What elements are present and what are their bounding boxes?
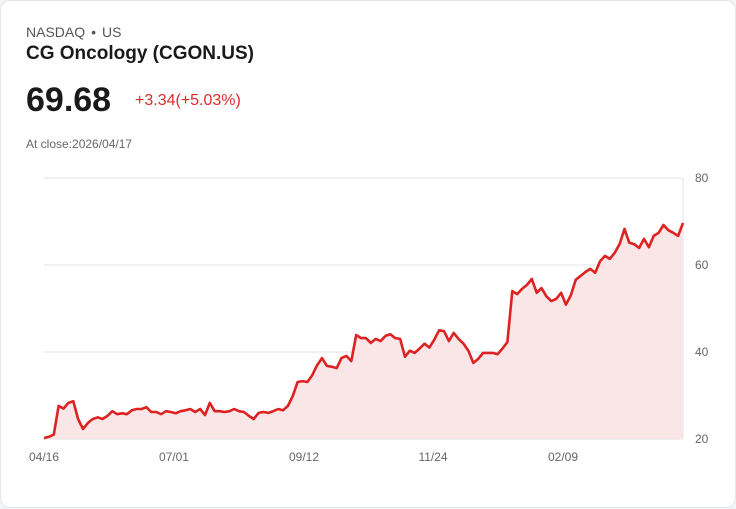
separator-dot: • xyxy=(91,24,97,40)
x-tick-label: 11/24 xyxy=(418,450,447,464)
x-tick-label: 07/01 xyxy=(159,450,189,464)
exchange-info: NASDAQ • US xyxy=(26,24,121,40)
exchange-name: NASDAQ xyxy=(26,24,86,40)
y-tick-label: 40 xyxy=(695,345,709,359)
region: US xyxy=(102,24,122,40)
y-tick-label: 20 xyxy=(695,432,709,446)
y-tick-label: 60 xyxy=(695,258,709,272)
x-tick-label: 02/09 xyxy=(548,450,578,464)
close-date: At close:2026/04/17 xyxy=(26,137,133,151)
y-tick-label: 80 xyxy=(695,171,709,185)
x-tick-label: 04/16 xyxy=(29,450,59,464)
price-change: +3.34(+5.03%) xyxy=(135,92,241,109)
price-line xyxy=(43,222,685,440)
x-tick-label: 09/12 xyxy=(289,450,319,464)
current-price: 69.68 xyxy=(26,81,112,119)
stock-title: CG Oncology (CGON.US) xyxy=(26,43,254,64)
price-area-fill xyxy=(44,222,683,439)
